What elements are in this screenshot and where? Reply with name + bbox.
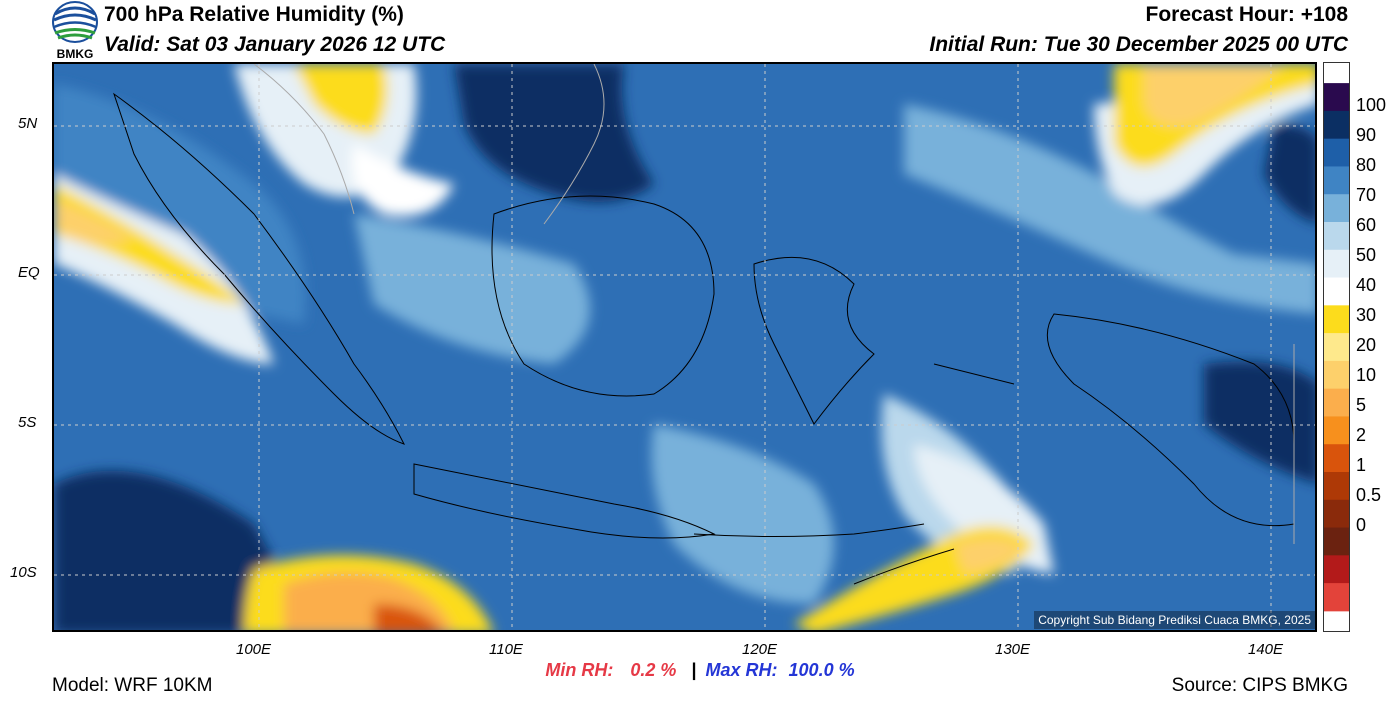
valid-time: Valid: Sat 03 January 2026 12 UTC: [104, 33, 446, 56]
colorbar-swatch: [1324, 555, 1349, 584]
colorbar-swatch: [1324, 110, 1349, 140]
lat-tick-5n: 5N: [18, 115, 38, 132]
colorbar-swatch: [1324, 416, 1349, 445]
lat-tick-eq: EQ: [18, 264, 40, 281]
colorbar-label: 90: [1356, 124, 1377, 145]
map-title: 700 hPa Relative Humidity (%): [104, 3, 404, 26]
colorbar-swatch: [1324, 333, 1349, 362]
colorbar-swatch: [1324, 388, 1349, 417]
colorbar-swatch: [1324, 249, 1349, 279]
stats-separator: |: [691, 660, 697, 680]
colorbar-label: 100: [1356, 94, 1387, 115]
colorbar-swatch: [1324, 222, 1349, 251]
colorbar-label: 30: [1356, 304, 1377, 325]
min-rh-value: 0.2 %: [630, 660, 677, 680]
colorbar-label: 0.5: [1356, 484, 1382, 505]
bmkg-logo: BMKG: [52, 1, 98, 61]
coastlines: [113, 92, 1295, 585]
model-name: Model: WRF 10KM: [52, 675, 213, 696]
colorbar-swatch: [1324, 444, 1349, 473]
colorbar-swatch: [1324, 166, 1349, 195]
logo-text: BMKG: [57, 47, 94, 61]
lon-tick-120e: 120E: [742, 641, 778, 658]
lat-tick-5s: 5S: [18, 414, 37, 431]
lon-tick-100e: 100E: [236, 641, 272, 658]
initial-run: Initial Run: Tue 30 December 2025 00 UTC: [929, 33, 1348, 56]
colorbar-label: 1: [1356, 454, 1367, 475]
copyright-notice: Copyright Sub Bidang Prediksi Cuaca BMKG…: [1034, 611, 1315, 629]
humidity-map[interactable]: [52, 62, 1317, 632]
colorbar-label: 5: [1356, 394, 1367, 415]
colorbar-swatch: [1324, 360, 1349, 390]
lat-tick-10s: 10S: [10, 564, 37, 581]
colorbar-label: 50: [1356, 244, 1377, 265]
colorbar-swatch: [1324, 499, 1349, 529]
forecast-hour: Forecast Hour: +108: [1145, 3, 1349, 26]
humidity-field: [54, 64, 1315, 630]
humidity-stats: Min RH: 0.2 % | Max RH: 100.0 %: [0, 660, 1400, 681]
colorbar-swatch: [1324, 527, 1349, 556]
colorbar-label: 60: [1356, 214, 1377, 235]
colorbar-swatch: [1324, 472, 1349, 501]
colorbar-swatch: [1324, 138, 1349, 167]
lon-tick-110e: 110E: [489, 641, 523, 658]
colorbar-label: 80: [1356, 154, 1377, 175]
colorbar-swatch: [1324, 83, 1349, 112]
data-source: Source: CIPS BMKG: [1171, 675, 1348, 696]
colorbar-label: 70: [1356, 184, 1377, 205]
colorbar-label: 2: [1356, 424, 1367, 445]
gridlines: [54, 64, 1315, 630]
colorbar-swatch: [1324, 277, 1349, 306]
colorbar-label: 20: [1356, 334, 1377, 355]
colorbar-swatch: [1324, 305, 1349, 334]
max-rh-value: 100.0 %: [788, 660, 855, 680]
colorbar-swatch: [1324, 583, 1349, 612]
borders: [253, 64, 1295, 544]
colorbar-label: 10: [1356, 364, 1377, 385]
min-rh-label: Min RH:: [545, 660, 614, 680]
colorbar-label: 40: [1356, 274, 1377, 295]
colorbar-label: 0: [1356, 514, 1367, 535]
lon-tick-140e: 140E: [1248, 641, 1284, 658]
lon-tick-130e: 130E: [995, 641, 1031, 658]
max-rh-label: Max RH:: [705, 660, 778, 680]
colorbar: [1323, 62, 1350, 632]
colorbar-swatch: [1324, 194, 1349, 223]
